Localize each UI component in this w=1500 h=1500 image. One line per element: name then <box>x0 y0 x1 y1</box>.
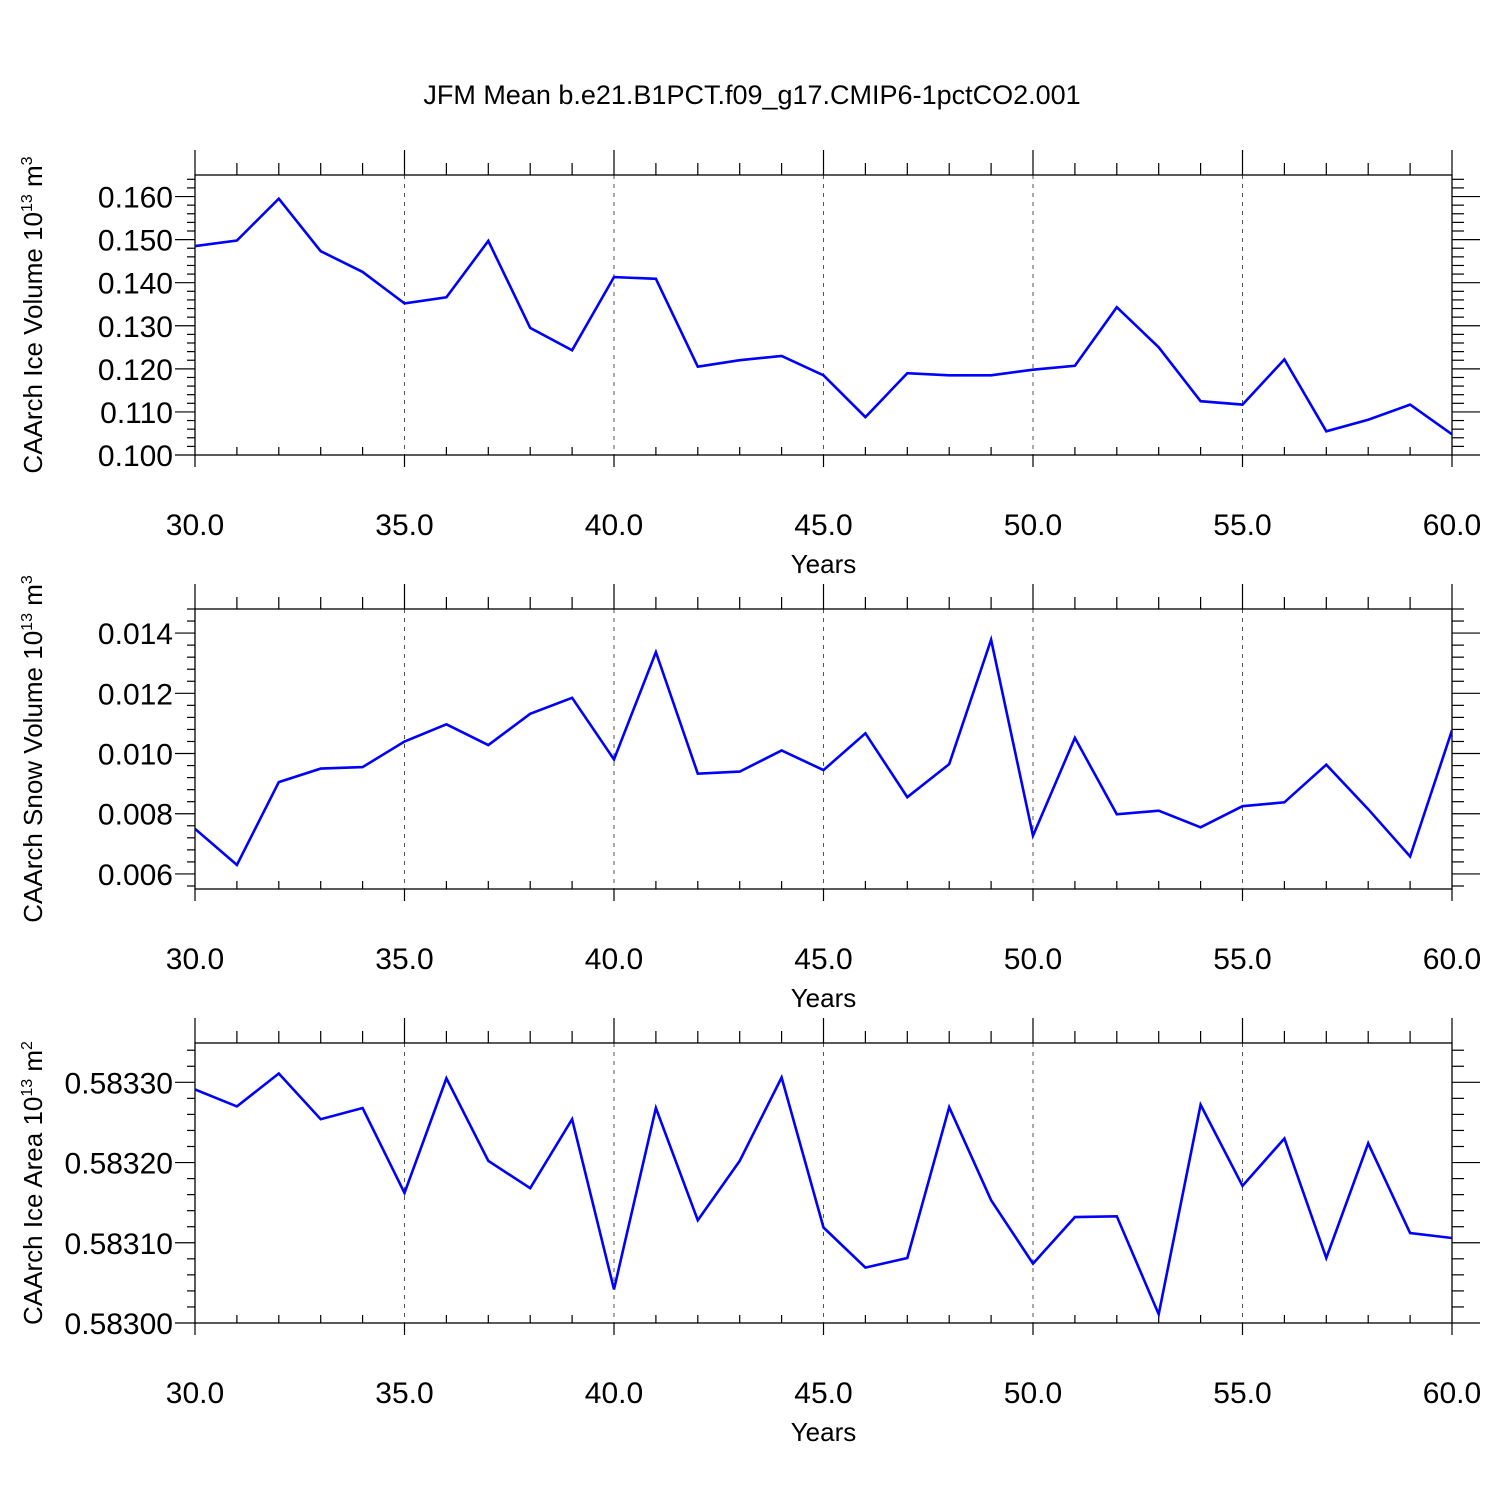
y-tick-label: 0.58320 <box>65 1148 173 1181</box>
x-tick-label: 60.0 <box>1423 1377 1481 1410</box>
y-tick-label: 0.160 <box>98 182 173 215</box>
x-tick-label: 35.0 <box>375 1377 433 1410</box>
y-axis-title-main: CAArch Ice Area 10 <box>18 1097 48 1325</box>
x-tick-label: 45.0 <box>794 509 852 542</box>
y-tick-label: 0.58310 <box>65 1228 173 1261</box>
x-tick-label: 55.0 <box>1213 943 1271 976</box>
y-tick-label: 0.110 <box>100 397 173 430</box>
y-axis-title-unit-exponent: 2 <box>19 1041 36 1050</box>
y-axis-title-exponent: 13 <box>19 194 36 212</box>
x-tick-label: 30.0 <box>166 509 224 542</box>
x-axis-title: Years <box>791 983 857 1013</box>
x-tick-label: 40.0 <box>585 1377 643 1410</box>
y-tick-label: 0.120 <box>98 354 173 387</box>
panel-1: 30.0 35.0 40.0 45.0 50.0 55.0 60.0 Years 0.100 0.… <box>18 150 1481 579</box>
x-tick-label: 50.0 <box>1004 509 1062 542</box>
y-axis-title-unit-exponent: 3 <box>19 156 36 165</box>
series-line <box>195 1071 1452 1319</box>
x-tick-label: 50.0 <box>1004 1377 1062 1410</box>
x-tick-label: 30.0 <box>166 943 224 976</box>
y-tick-label: 0.58330 <box>65 1067 173 1100</box>
x-tick-label: 45.0 <box>794 1377 852 1410</box>
y-axis-title: CAArch Ice Area 1013 m2 <box>18 1041 48 1325</box>
y-tick-label: 0.008 <box>98 799 173 832</box>
y-axis-title-unit-exponent: 3 <box>19 575 36 584</box>
x-tick-label: 40.0 <box>585 943 643 976</box>
y-axis-title-exponent: 13 <box>19 613 36 631</box>
y-axis-title-unit: m <box>18 584 48 613</box>
y-axis-title-exponent: 13 <box>19 1079 36 1097</box>
y-axis-title-unit: m <box>18 165 48 194</box>
y-tick-label: 0.010 <box>98 739 173 772</box>
y-tick-label: 0.014 <box>98 618 173 651</box>
x-tick-label: 35.0 <box>375 943 433 976</box>
x-tick-label: 60.0 <box>1423 509 1481 542</box>
y-tick-label: 0.130 <box>98 311 173 344</box>
panel-3: 30.0 35.0 40.0 45.0 50.0 55.0 60.0 Years 0.58300… <box>18 1018 1481 1447</box>
y-tick-label: 0.012 <box>98 678 173 711</box>
y-axis-title-main: CAArch Ice Volume 10 <box>18 212 48 474</box>
y-tick-label: 0.100 <box>98 440 173 473</box>
series-line <box>195 634 1452 867</box>
x-tick-label: 35.0 <box>375 509 433 542</box>
panel-2: 30.0 35.0 40.0 45.0 50.0 55.0 60.0 Years 0.006 0.… <box>18 575 1481 1013</box>
y-axis-title: CAArch Snow Volume 1013 m3 <box>18 575 48 923</box>
x-axis-title: Years <box>791 549 857 579</box>
y-axis-title-main: CAArch Snow Volume 10 <box>18 631 48 923</box>
y-tick-label: 0.150 <box>98 225 173 258</box>
x-tick-label: 40.0 <box>585 509 643 542</box>
x-tick-label: 55.0 <box>1213 1377 1271 1410</box>
y-axis-title: CAArch Ice Volume 1013 m3 <box>18 156 48 473</box>
chart-title: JFM Mean b.e21.B1PCT.f09_g17.CMIP6-1pctC… <box>423 80 1080 110</box>
x-tick-label: 50.0 <box>1004 943 1062 976</box>
y-axis-title-unit: m <box>18 1050 48 1079</box>
x-tick-label: 30.0 <box>166 1377 224 1410</box>
x-tick-label: 60.0 <box>1423 943 1481 976</box>
x-tick-label: 55.0 <box>1213 509 1271 542</box>
y-tick-label: 0.006 <box>98 859 173 892</box>
y-tick-label: 0.140 <box>98 268 173 301</box>
x-tick-label: 45.0 <box>794 943 852 976</box>
series-line <box>195 196 1452 436</box>
y-tick-label: 0.58300 <box>65 1308 173 1341</box>
chart-panels: 30.0 35.0 40.0 45.0 50.0 55.0 60.0 Years 0.100 0.… <box>18 150 1481 1447</box>
x-axis-title: Years <box>791 1417 857 1447</box>
